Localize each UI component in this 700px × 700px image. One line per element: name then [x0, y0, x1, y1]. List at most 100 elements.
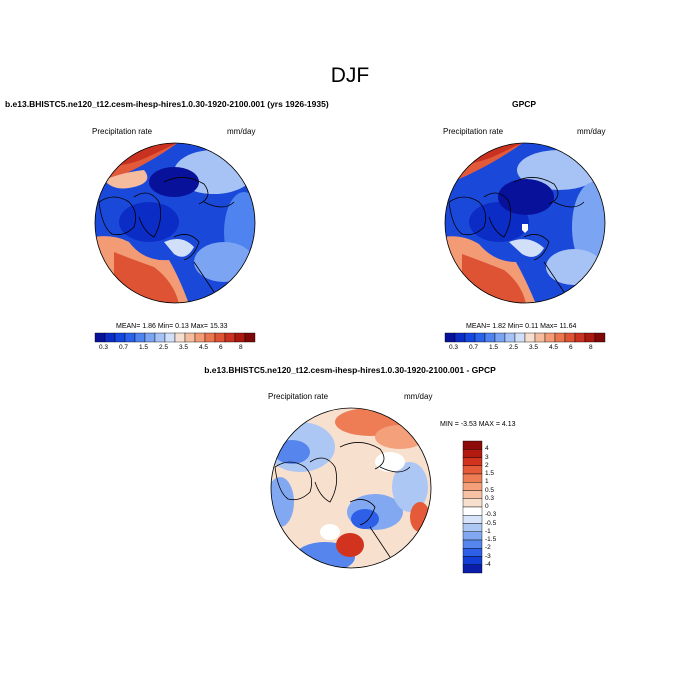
diff-colorbar-swatch [462, 523, 483, 532]
diff-colorbar-tick-label: 0.5 [485, 486, 495, 494]
obs-colorbar-swatch [574, 332, 586, 343]
diff-colorbar-swatch [462, 473, 483, 483]
model-units-label: mm/day [227, 127, 256, 136]
model-stats: MEAN= 1.86 Min= 0.13 Max= 15.33 [116, 323, 228, 330]
diff-colorbar-swatch [462, 457, 483, 466]
diff-colorbar-tick-label: 1 [485, 478, 489, 486]
model-colorbar-swatch [154, 332, 166, 343]
model-colorbar-swatch [174, 332, 186, 343]
model-colorbar-tick-label: 8 [239, 344, 243, 351]
obs-colorbar-tick-label: 0.3 [449, 344, 459, 351]
model-colorbar-tick-label: 4.5 [199, 344, 209, 351]
model-colorbar-tick-label: 3.5 [179, 344, 189, 351]
diff-colorbar-tick-label: 4 [485, 445, 489, 453]
diff-colorbar-swatch [462, 564, 483, 574]
obs-polar-map [444, 142, 606, 304]
obs-colorbar-labels: 0.3 0.7 1.5 2.5 3.5 4.5 6 8 [445, 344, 605, 354]
panel-title-model: b.e13.BHISTC5.ne120_t12.cesm-ihesp-hires… [5, 99, 329, 109]
obs-colorbar-tick-label: 4.5 [549, 344, 559, 351]
diff-stats: MIN = -3.53 MAX = 4.13 [440, 421, 516, 428]
diff-colorbar-tick-label: -0.5 [485, 519, 497, 527]
model-colorbar-swatch [244, 332, 256, 343]
diff-colorbar-tick-label: -2 [485, 544, 491, 552]
obs-colorbar-tick-label: 6 [569, 344, 573, 351]
diff-colorbar-swatch [462, 556, 483, 565]
diff-colorbar-tick-label: -1.5 [485, 536, 497, 543]
obs-colorbar-tick-label: 0.7 [469, 344, 479, 351]
diff-colorbar-tick-label: 2 [485, 461, 489, 469]
obs-units-label: mm/day [577, 127, 606, 136]
obs-colorbar-swatch [524, 332, 536, 343]
diff-colorbar-labels: 4 3 2 1.5 1 0.5 0.3 0 -0.3 -0.5 -1 -1.5 -2 -3 -4 [485, 441, 515, 573]
obs-colorbar-swatch [484, 332, 496, 343]
obs-colorbar-swatch [594, 332, 606, 343]
model-colorbar-swatch [104, 332, 116, 343]
obs-colorbar-swatch [494, 332, 506, 343]
obs-colorbar [444, 332, 606, 343]
diff-colorbar-swatch [462, 465, 483, 475]
model-colorbar-swatch [194, 332, 206, 343]
model-colorbar-swatch [134, 332, 146, 343]
model-colorbar-swatch [234, 332, 246, 343]
model-colorbar-swatch [164, 332, 176, 343]
model-colorbar [94, 332, 256, 343]
model-colorbar-swatch [224, 332, 236, 343]
diff-colorbar-swatch [462, 539, 483, 549]
diff-colorbar-swatch [462, 506, 483, 516]
model-variable-label: Precipitation rate [92, 127, 153, 136]
model-colorbar-tick-label: 1.5 [139, 344, 149, 351]
obs-colorbar-swatch [584, 332, 596, 343]
obs-colorbar-swatch [504, 332, 516, 343]
obs-colorbar-tick-label: 1.5 [489, 344, 499, 351]
figure-title: DJF [330, 64, 370, 87]
diff-polar-map [270, 407, 432, 569]
diff-colorbar-swatch [462, 440, 483, 450]
diff-colorbar-swatch [462, 449, 483, 458]
obs-colorbar-tick-label: 3.5 [529, 344, 539, 351]
diff-colorbar-swatch [462, 498, 483, 508]
diff-colorbar-tick-label: 1.5 [485, 470, 495, 477]
diff-colorbar-tick-label: 3 [485, 453, 489, 461]
diff-colorbar [462, 440, 483, 574]
obs-colorbar-swatch [534, 332, 546, 343]
obs-colorbar-swatch [474, 332, 486, 343]
model-colorbar-tick-label: 6 [219, 344, 223, 351]
model-colorbar-swatch [214, 332, 226, 343]
obs-colorbar-swatch [444, 332, 456, 343]
obs-colorbar-tick-label: 2.5 [509, 344, 519, 351]
diff-colorbar-tick-label: -0.3 [485, 511, 497, 519]
diff-variable-label: Precipitation rate [268, 392, 329, 401]
model-colorbar-swatch [124, 332, 136, 343]
panel-title-obs: GPCP [512, 99, 537, 109]
model-colorbar-tick-label: 0.7 [119, 344, 129, 351]
obs-colorbar-swatch [544, 332, 556, 343]
diff-colorbar-swatch [462, 548, 483, 557]
obs-colorbar-swatch [564, 332, 576, 343]
model-colorbar-swatch [114, 332, 126, 343]
diff-colorbar-tick-label: -3 [485, 552, 491, 560]
model-colorbar-labels: 0.3 0.7 1.5 2.5 3.5 4.5 6 8 [95, 344, 255, 354]
obs-variable-label: Precipitation rate [443, 127, 504, 136]
model-colorbar-swatch [144, 332, 156, 343]
model-colorbar-tick-label: 0.3 [99, 344, 109, 351]
diff-colorbar-tick-label: -4 [485, 560, 491, 568]
model-polar-map [94, 142, 256, 304]
diff-colorbar-swatch [462, 531, 483, 541]
model-colorbar-tick-label: 2.5 [159, 344, 169, 351]
diff-units-label: mm/day [404, 392, 433, 401]
obs-stats: MEAN= 1.82 Min= 0.11 Max= 11.64 [466, 323, 577, 330]
diff-colorbar-swatch [462, 482, 483, 491]
diff-colorbar-swatch [462, 490, 483, 499]
diff-colorbar-tick-label: 0.3 [485, 494, 495, 502]
obs-colorbar-swatch [454, 332, 466, 343]
obs-colorbar-swatch [554, 332, 566, 343]
panel-title-diff: b.e13.BHISTC5.ne120_t12.cesm-ihesp-hires… [204, 365, 496, 375]
diff-colorbar-tick-label: 0 [485, 503, 489, 510]
obs-colorbar-swatch [464, 332, 476, 343]
obs-colorbar-swatch [514, 332, 526, 343]
obs-colorbar-tick-label: 8 [589, 344, 593, 351]
model-colorbar-swatch [94, 332, 106, 343]
model-colorbar-swatch [204, 332, 216, 343]
model-colorbar-swatch [184, 332, 196, 343]
diff-colorbar-swatch [462, 515, 483, 524]
